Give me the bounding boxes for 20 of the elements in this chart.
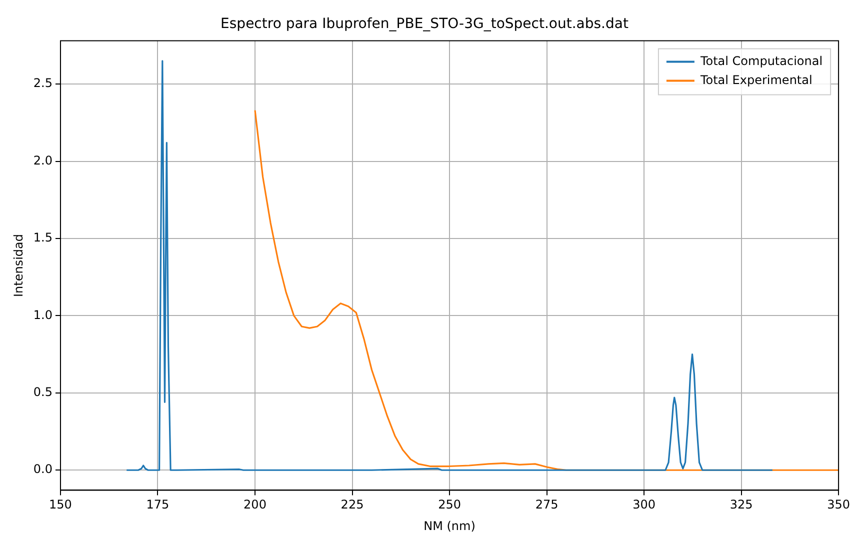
y-tick-label: 0.0 — [33, 462, 52, 476]
x-tick-label: 200 — [244, 498, 266, 512]
x-tick-label: 175 — [146, 498, 170, 512]
x-tick-label: 275 — [535, 498, 558, 512]
y-tick-label: 1.5 — [33, 230, 52, 245]
y-tick-label: 1.0 — [33, 308, 52, 322]
x-tick-label: 150 — [49, 498, 72, 512]
x-tick-label: 325 — [730, 498, 753, 512]
legend-label: Total Experimental — [699, 72, 812, 87]
y-tick-label: 0.5 — [33, 385, 52, 400]
x-tick-label: 300 — [632, 498, 656, 512]
x-tick-label: 350 — [827, 498, 850, 512]
y-tick-label: 2.0 — [33, 153, 52, 168]
x-axis-title: NM (nm) — [424, 518, 476, 533]
x-tick-label: 225 — [340, 498, 364, 512]
y-axis-title: Intensidad — [11, 234, 26, 298]
y-tick-label: 2.5 — [33, 76, 52, 90]
x-tick-label: 250 — [438, 498, 461, 512]
legend-label: Total Computacional — [699, 54, 823, 68]
chart-title: Espectro para Ibuprofen_PBE_STO-3G_toSpect.out.abs.dat — [220, 16, 629, 32]
